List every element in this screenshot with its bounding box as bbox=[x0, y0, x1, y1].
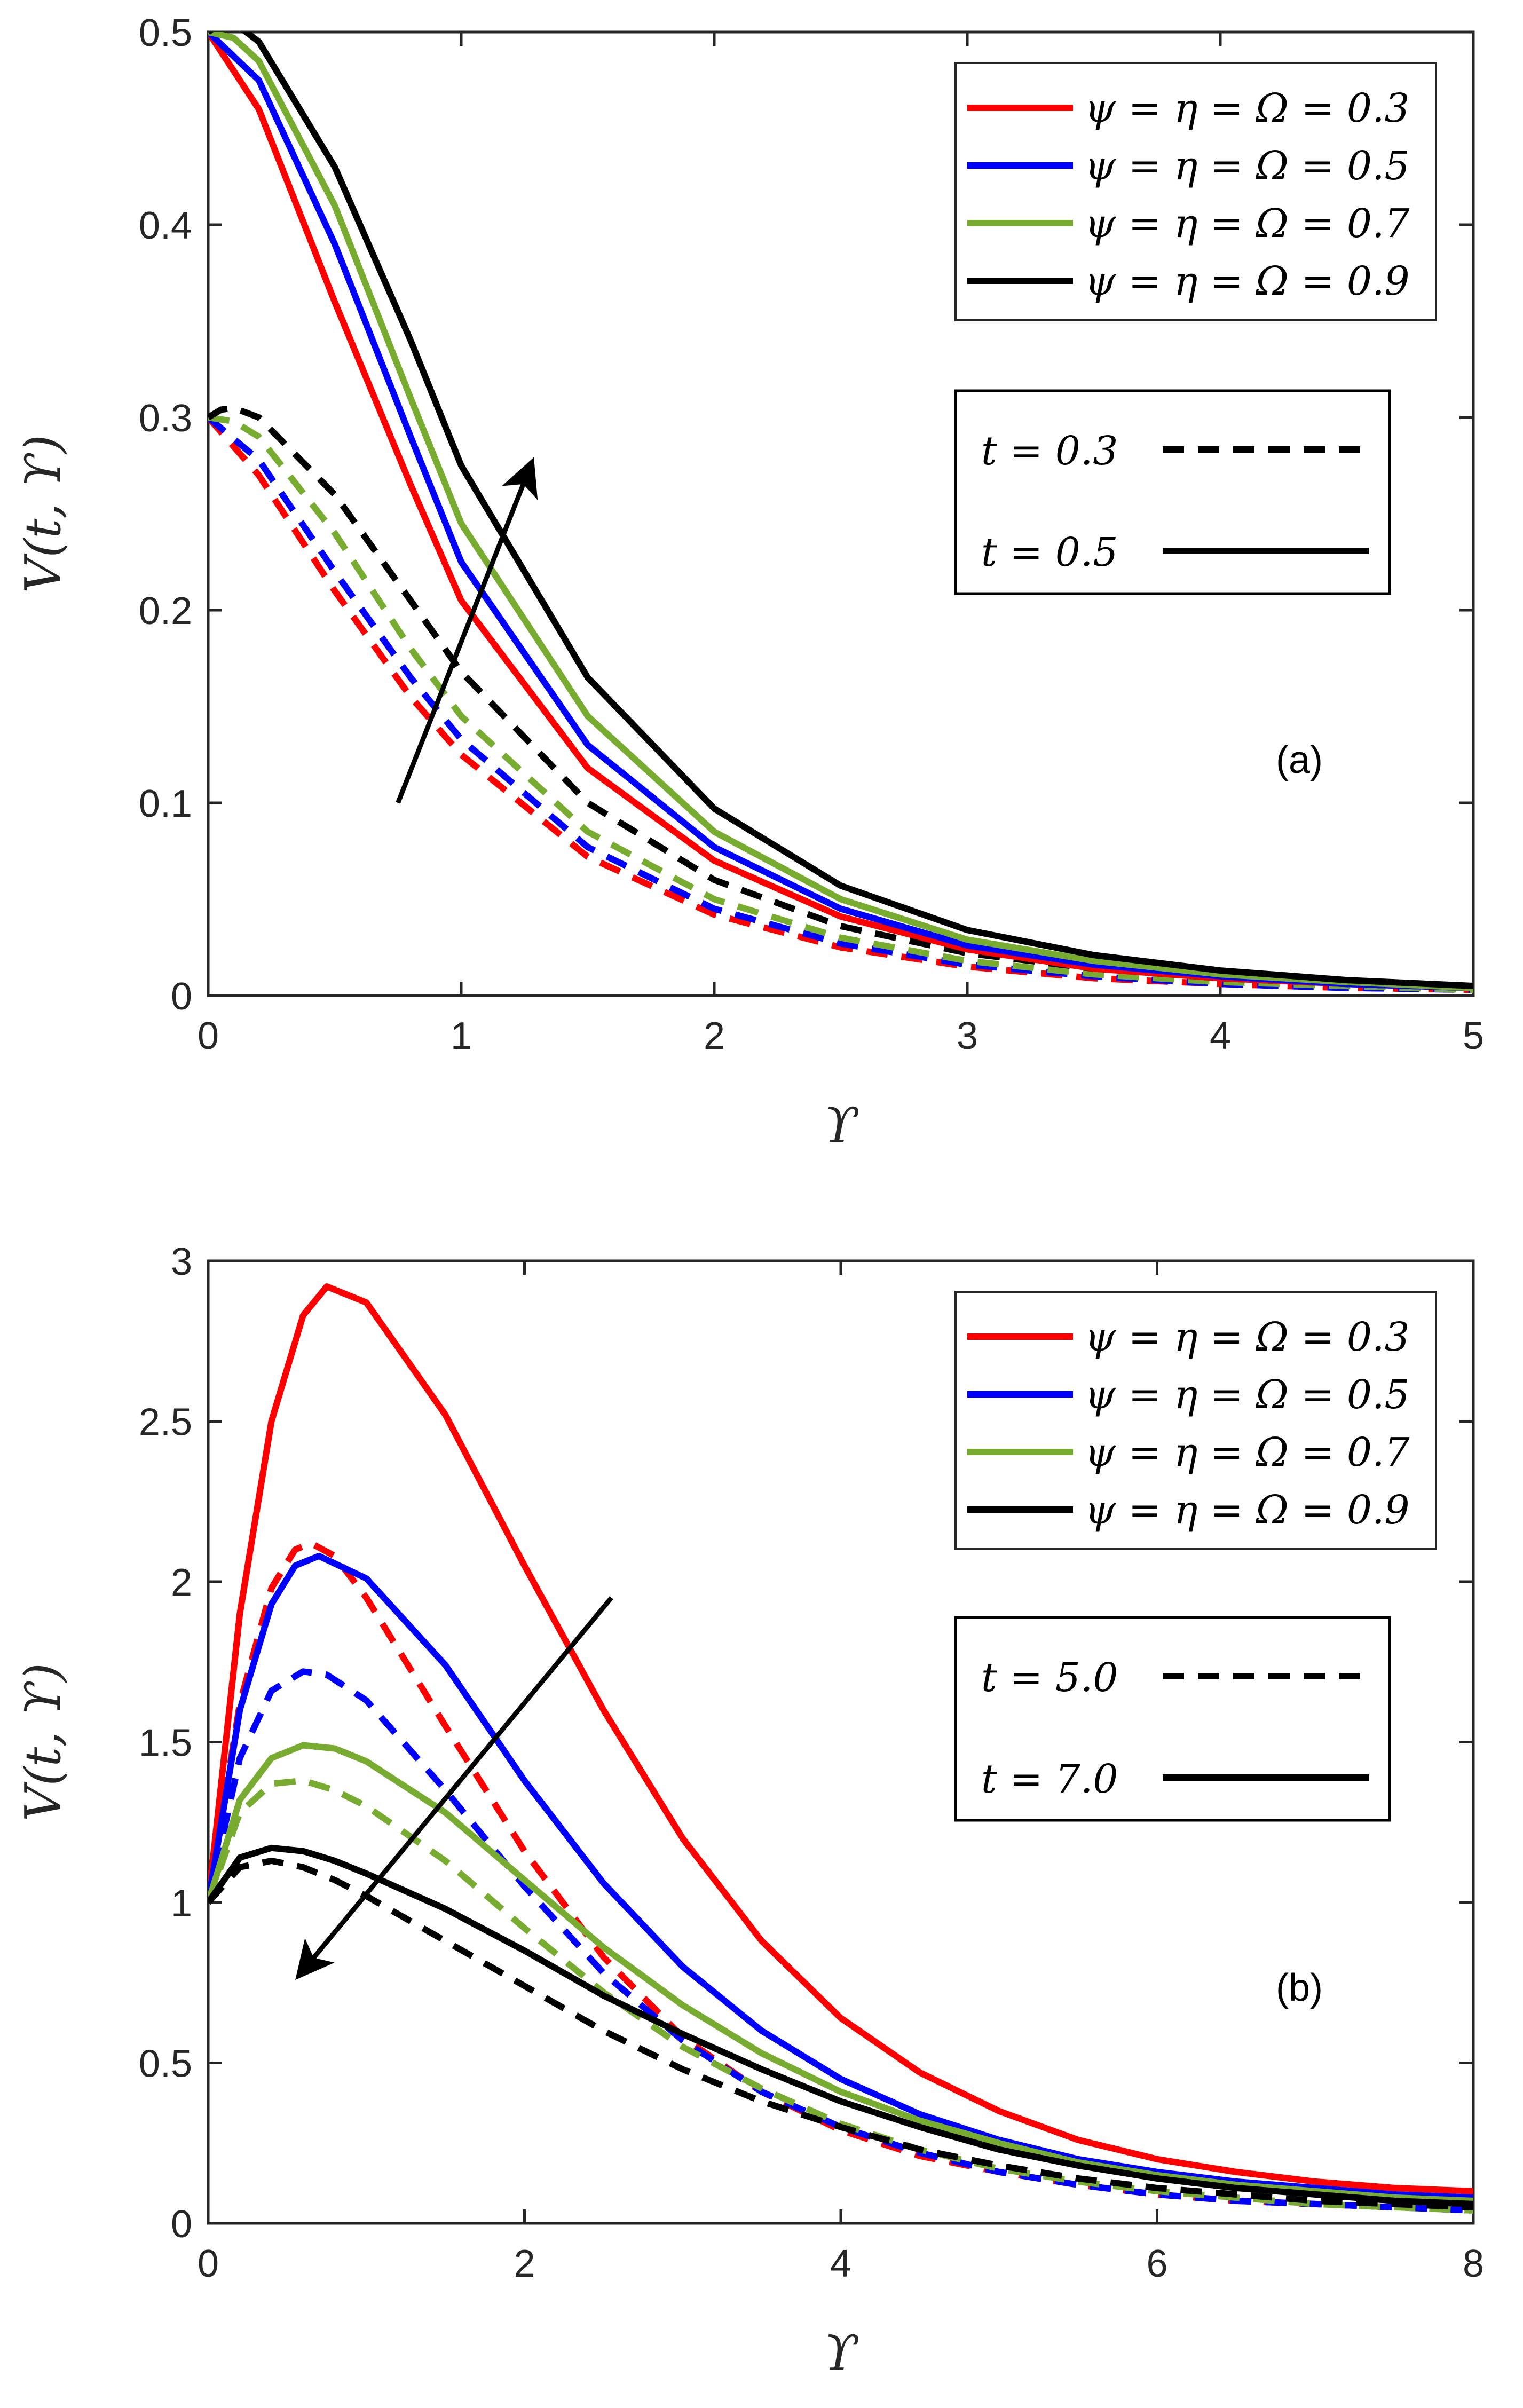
a-legend-label: ψ = η = Ω = 0.9 bbox=[1085, 258, 1410, 304]
a-y-axis-label: V(t, ϒ) bbox=[14, 435, 72, 593]
a-legend-time bbox=[954, 389, 1391, 595]
a-legend-time-label: t = 0.3 bbox=[981, 428, 1118, 474]
a-x-tick-label: 4 bbox=[1210, 1015, 1231, 1057]
b-x-tick-label: 2 bbox=[514, 2243, 535, 2285]
b-y-tick-label: 1.5 bbox=[139, 1722, 192, 1765]
a-y-tick-label: 0.1 bbox=[139, 783, 192, 825]
a-series-line bbox=[208, 415, 1473, 993]
a-x-tick-label: 1 bbox=[451, 1015, 472, 1057]
a-panel-label: (a) bbox=[1276, 739, 1323, 781]
b-legend-time-label: t = 7.0 bbox=[981, 1756, 1118, 1802]
a-legend-label: ψ = η = Ω = 0.5 bbox=[1085, 143, 1410, 189]
a-y-tick-label: 0.3 bbox=[139, 397, 192, 440]
a-legend-label: ψ = η = Ω = 0.3 bbox=[1085, 85, 1410, 131]
b-panel-label: (b) bbox=[1276, 1967, 1323, 2009]
b-series-line bbox=[208, 1283, 1473, 2194]
b-x-tick-label: 4 bbox=[830, 2243, 851, 2285]
a-x-axis-label: ϒ bbox=[824, 1097, 859, 1154]
a-x-tick-label: 2 bbox=[704, 1015, 725, 1057]
a-y-tick-label: 0.5 bbox=[139, 12, 192, 54]
a-series-group bbox=[208, 32, 1473, 993]
b-series-line bbox=[208, 1668, 1473, 2214]
b-x-tick-label: 6 bbox=[1146, 2243, 1167, 2285]
b-y-tick-label: 0.5 bbox=[139, 2043, 192, 2086]
a-x-tick-label: 0 bbox=[198, 1015, 219, 1057]
b-y-tick-label: 1 bbox=[171, 1882, 192, 1925]
b-series-group bbox=[208, 1283, 1473, 2214]
panel-b-chart: 0 2 4 6 8 0 0.5 1 1.5 2 2.5 3 ϒ V(t, ϒ) ψ = η = Ω = 0.… bbox=[14, 1241, 1484, 2382]
a-y-tick-label: 0.2 bbox=[139, 590, 192, 633]
a-series-line bbox=[208, 415, 1473, 993]
b-trend-arrow bbox=[295, 1596, 613, 1980]
b-legend-label: ψ = η = Ω = 0.3 bbox=[1085, 1314, 1410, 1360]
b-y-tick-label: 3 bbox=[171, 1241, 192, 1283]
b-series-line bbox=[208, 1857, 1473, 2210]
b-x-axis-label: ϒ bbox=[824, 2325, 859, 2382]
b-series-line bbox=[208, 1844, 1473, 2207]
a-x-tick-label: 3 bbox=[957, 1015, 978, 1057]
b-x-tick-label: 0 bbox=[198, 2243, 219, 2285]
b-y-axis-label: V(t, ϒ) bbox=[14, 1663, 72, 1821]
b-x-tick-label: 8 bbox=[1463, 2243, 1484, 2285]
b-y-tick-label: 2.5 bbox=[139, 1401, 192, 1444]
a-x-tick-label: 5 bbox=[1463, 1015, 1484, 1057]
a-legend-label: ψ = η = Ω = 0.7 bbox=[1085, 201, 1410, 247]
a-y-tick-label: 0.4 bbox=[139, 204, 192, 247]
b-y-tick-label: 2 bbox=[171, 1561, 192, 1604]
a-series-line bbox=[208, 405, 1473, 991]
b-legend-time-label: t = 5.0 bbox=[981, 1655, 1118, 1701]
a-series-line bbox=[208, 414, 1473, 993]
a-series-line bbox=[208, 32, 1473, 991]
a-legend-time-label: t = 0.5 bbox=[981, 530, 1118, 575]
a-series-line bbox=[208, 32, 1473, 989]
a-legend-params bbox=[954, 62, 1437, 321]
b-legend-label: ψ = η = Ω = 0.9 bbox=[1085, 1487, 1410, 1533]
b-legend-label: ψ = η = Ω = 0.5 bbox=[1085, 1372, 1410, 1418]
a-trend-arrow bbox=[396, 457, 538, 804]
panel-a-chart: 0 1 2 3 4 5 0 0.1 0.2 0.3 0.4 0.5 ϒ V(t, ϒ) ψ = η = Ω … bbox=[14, 12, 1484, 1154]
b-y-tick-label: 0 bbox=[171, 2203, 192, 2246]
b-legend-time bbox=[954, 1616, 1391, 1822]
b-legend-label: ψ = η = Ω = 0.7 bbox=[1085, 1430, 1410, 1475]
a-y-tick-label: 0 bbox=[171, 975, 192, 1018]
